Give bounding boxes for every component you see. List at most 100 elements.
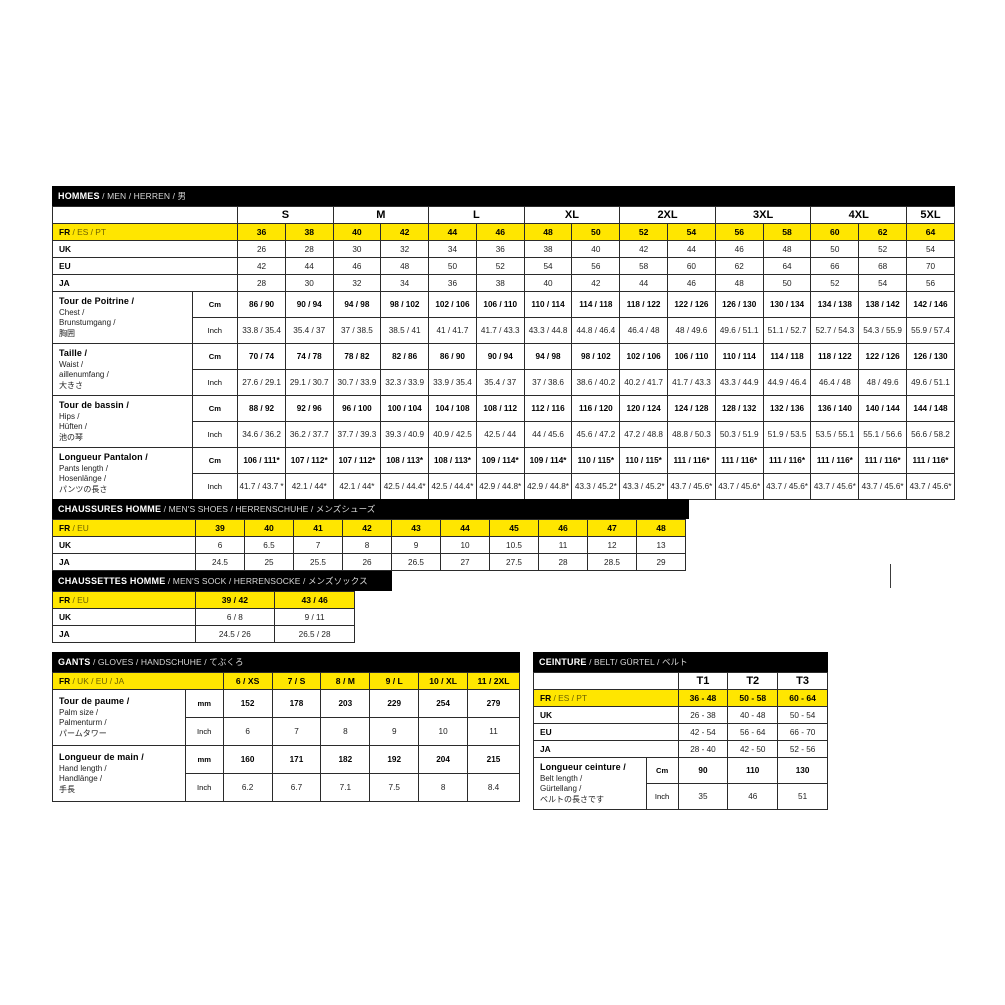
cell-inch-3-2: 42.1 / 44*	[332, 473, 382, 500]
measure-translation-2: パンツの長さ	[59, 484, 108, 494]
region-label-primary: EU	[540, 727, 552, 737]
cell-fr-2: 41	[293, 519, 343, 537]
belt-tier-T3: T3	[777, 672, 828, 690]
cell-inch-3-11: 43.7 / 45.6*	[762, 473, 812, 500]
cell-inch-0-0: 33.8 / 35.4	[237, 317, 286, 344]
region-label-primary: JA	[59, 557, 70, 567]
belt-cell-cm-1: 110	[727, 757, 779, 784]
cell-eu-4: 50	[428, 257, 477, 275]
region-label-uk: UK	[52, 536, 196, 554]
cell-inch-2-14: 56.6 / 58.2	[906, 421, 955, 448]
cell-fr-0: 36	[237, 223, 286, 241]
cell-cm-1-7: 98 / 102	[571, 343, 621, 370]
measure-translation-1: Hüften /	[59, 422, 88, 432]
cell-cm-3-1: 107 / 112*	[284, 447, 334, 474]
socks-header-primary: CHAUSSETTES HOMME	[58, 576, 166, 586]
cell-cm-3-9: 111 / 116*	[667, 447, 716, 474]
gloves-unit-mm-1: mm	[184, 745, 224, 774]
belt-cell-eu-1: 56 - 64	[727, 723, 779, 741]
measure-translation-2: 手長	[59, 784, 75, 794]
cell-uk-0: 6 / 8	[194, 608, 276, 626]
cell-inch-1-11: 44.9 / 46.4	[762, 369, 812, 396]
cell-cm-3-10: 111 / 116*	[714, 447, 764, 474]
cell-inch-0-4: 41 / 41.7	[428, 317, 477, 344]
cell-inch-3-10: 43.7 / 45.6*	[714, 473, 764, 500]
belt-cell-cm-2: 130	[777, 757, 828, 784]
cell-uk-9: 13	[636, 536, 686, 554]
cell-uk-9: 44	[667, 240, 716, 258]
gloves-header-primary: GANTS	[58, 657, 91, 667]
cell-inch-2-7: 45.6 / 47.2	[571, 421, 621, 448]
belt-cell-ja-2: 52 - 56	[777, 740, 828, 758]
cell-eu-0: 42	[237, 257, 286, 275]
cell-inch-1-10: 43.3 / 44.9	[714, 369, 764, 396]
cell-uk-2: 30	[332, 240, 382, 258]
cell-inch-2-13: 55.1 / 56.6	[858, 421, 908, 448]
cell-inch-0-1: 35.4 / 37	[284, 317, 334, 344]
gloves-size-0: 6 / XS	[222, 672, 273, 690]
cell-eu-8: 58	[619, 257, 669, 275]
cell-cm-3-0: 106 / 111*	[237, 447, 286, 474]
cell-cm-2-9: 124 / 128	[667, 395, 716, 422]
measure-label: Longueur ceinture / Belt length / Gürtella…	[533, 757, 647, 810]
cell-inch-3-1: 42.1 / 44*	[284, 473, 334, 500]
cell-inch-3-8: 43.3 / 45.2*	[619, 473, 669, 500]
measure-title: Tour de paume /	[59, 695, 130, 706]
belt-cell-inch-2: 51	[777, 783, 828, 810]
cell-cm-3-4: 108 / 113*	[428, 447, 477, 474]
belt-cell-fr-1: 50 - 58	[727, 689, 779, 707]
belt-row-fr: FR / ES / PT 36 - 48 50 - 58 60 - 64	[533, 689, 828, 707]
size-group-5XL: 5XL	[906, 206, 955, 224]
belt-tier-T1: T1	[677, 672, 729, 690]
gloves-size-2: 8 / M	[320, 672, 371, 690]
cell-cm-2-10: 128 / 132	[714, 395, 764, 422]
cell-inch-2-4: 40.9 / 42.5	[428, 421, 477, 448]
cell-fr-8: 52	[619, 223, 669, 241]
cell-cm-0-7: 114 / 118	[571, 291, 621, 318]
cell-eu-2: 46	[332, 257, 382, 275]
cell-cm-3-12: 111 / 116*	[810, 447, 860, 474]
unit-cm-2: Cm	[191, 395, 239, 422]
region-label-uk: UK	[51, 240, 239, 258]
cell-ja-0: 24.5	[195, 553, 245, 571]
men-header-rest: / MEN / HERREN / 男	[99, 191, 187, 201]
belt-measure-row-cm: Longueur ceinture / Belt length / Gürtella…	[533, 757, 828, 810]
divider-mark	[890, 564, 891, 588]
size-group-L: L	[428, 206, 525, 224]
region-label-ja: JA	[52, 625, 196, 643]
unit-inch-3: Inch	[191, 473, 239, 500]
cell-ja-6: 40	[523, 274, 573, 292]
cell-uk-12: 50	[810, 240, 860, 258]
gloves-cell-inch-0-5: 11	[467, 717, 520, 746]
gloves-cell-inch-0-2: 8	[320, 717, 371, 746]
belt-table-block: CEINTURE / BELT/ GÜRTEL / ベルト T1 T2 T3 FR /…	[533, 652, 828, 810]
measure-translation-0: Pants length /	[59, 463, 108, 473]
cell-fr-1: 38	[284, 223, 334, 241]
size-row-uk: UK 6 6.5 7 8 9 10 10.5 11 12 13	[52, 536, 686, 554]
unit-cm-0: Cm	[191, 291, 239, 318]
belt-cell-fr-0: 36 - 48	[677, 689, 729, 707]
cell-cm-0-14: 142 / 146	[906, 291, 955, 318]
cell-inch-3-9: 43.7 / 45.6*	[667, 473, 716, 500]
size-group-M: M	[332, 206, 430, 224]
gloves-cell-inch-1-5: 8.4	[467, 773, 520, 802]
cell-uk-13: 52	[858, 240, 908, 258]
cell-fr-4: 43	[391, 519, 441, 537]
measure-label: Tour de paume / Palm size / Palmenturm / パー…	[52, 689, 186, 746]
cell-cm-2-13: 140 / 144	[858, 395, 908, 422]
cell-cm-1-10: 110 / 114	[714, 343, 764, 370]
cell-eu-9: 60	[667, 257, 716, 275]
cell-cm-0-11: 130 / 134	[762, 291, 812, 318]
size-group-2XL: 2XL	[619, 206, 716, 224]
gloves-unit-inch-0: Inch	[184, 717, 224, 746]
cell-inch-2-11: 51.9 / 53.5	[762, 421, 812, 448]
cell-eu-5: 52	[475, 257, 525, 275]
cell-uk-6: 38	[523, 240, 573, 258]
cell-inch-2-1: 36.2 / 37.7	[284, 421, 334, 448]
cell-ja-0: 24.5 / 26	[194, 625, 276, 643]
gloves-cell-inch-1-4: 8	[418, 773, 469, 802]
region-label-primary: UK	[540, 710, 553, 720]
region-label-secondary: / ES / PT	[551, 693, 588, 703]
cell-eu-14: 70	[906, 257, 955, 275]
